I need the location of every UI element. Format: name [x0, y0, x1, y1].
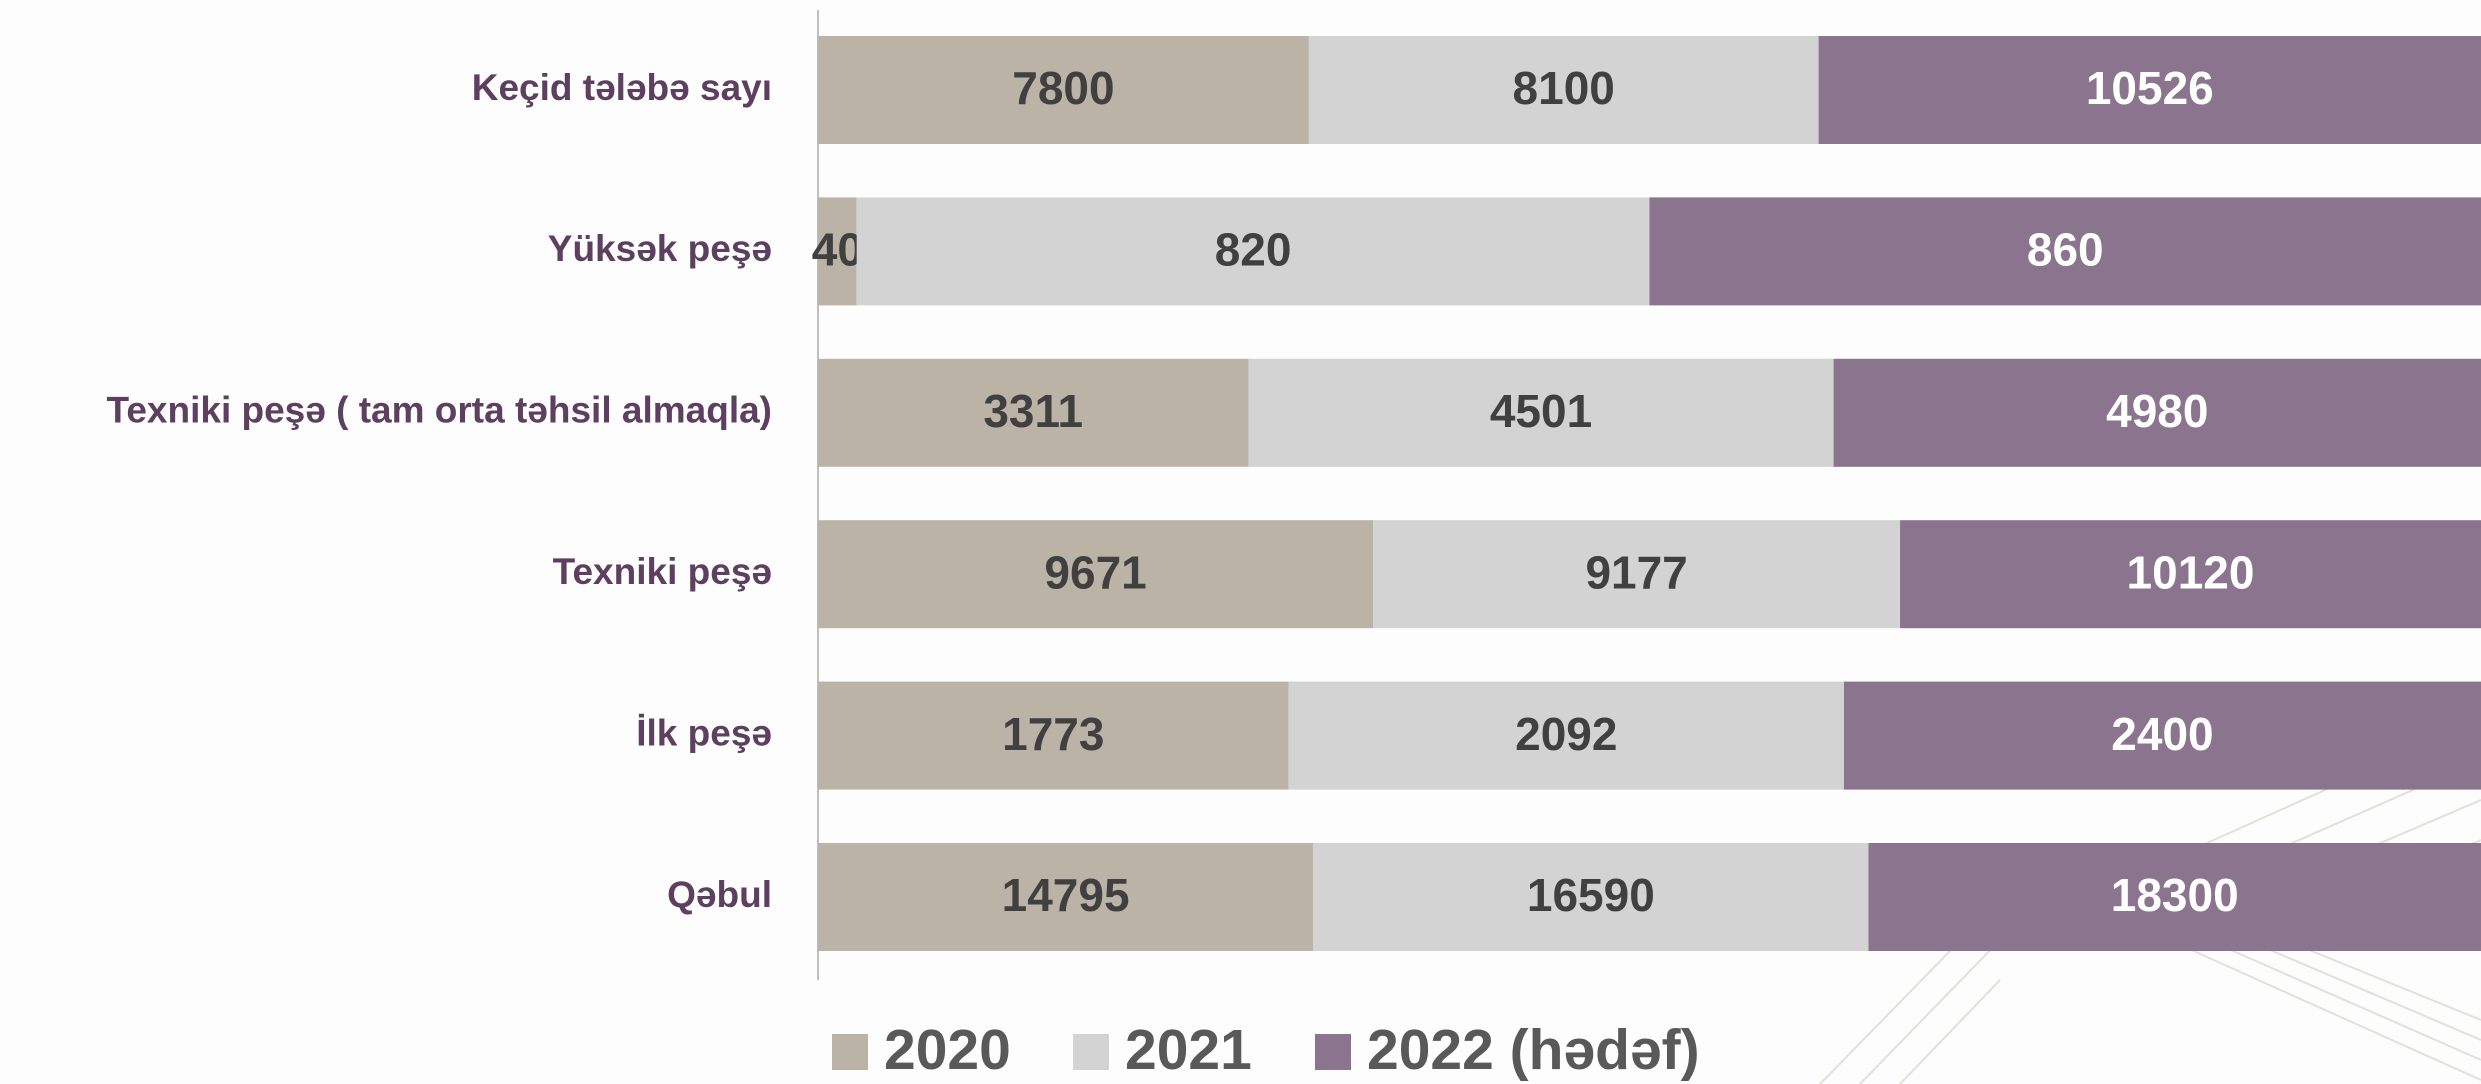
data-label: 10120 — [2127, 546, 2255, 598]
category-label: Qəbul — [667, 874, 772, 915]
data-label: 2092 — [1515, 708, 1617, 760]
data-label: 10526 — [2086, 62, 2214, 114]
legend-label: 2022 (hədəf) — [1367, 1018, 1700, 1082]
data-label: 9177 — [1585, 546, 1687, 598]
data-label: 860 — [2027, 224, 2104, 276]
data-label: 4980 — [2106, 385, 2208, 437]
data-label: 40 — [812, 224, 863, 276]
data-label: 1773 — [1002, 708, 1104, 760]
data-label: 18300 — [2111, 869, 2239, 921]
data-label: 3311 — [983, 385, 1083, 437]
category-label: Texniki peşə — [553, 551, 772, 592]
legend-label: 2021 — [1125, 1018, 1252, 1082]
data-label: 4501 — [1490, 385, 1592, 437]
data-label: 16590 — [1527, 869, 1655, 921]
category-label: Keçid tələbə sayı — [472, 67, 772, 108]
category-label: Yüksək peşə — [548, 228, 772, 269]
data-label: 7800 — [1012, 62, 1114, 114]
legend-swatch — [832, 1034, 868, 1070]
data-label: 9671 — [1044, 546, 1146, 598]
data-label: 14795 — [1002, 869, 1130, 921]
legend-swatch — [1315, 1034, 1351, 1070]
category-label: İlk peşə — [636, 712, 772, 753]
category-label: Texniki peşə ( tam orta təhsil almaqla) — [106, 390, 772, 431]
data-label: 8100 — [1513, 62, 1615, 114]
legend-label: 2020 — [884, 1018, 1011, 1082]
data-label: 820 — [1215, 224, 1292, 276]
chart: Keçid tələbə sayı 7800 8100 10526 Yüksək peş… — [0, 0, 2481, 1084]
legend-swatch — [1073, 1034, 1109, 1070]
data-label: 2400 — [2111, 708, 2213, 760]
